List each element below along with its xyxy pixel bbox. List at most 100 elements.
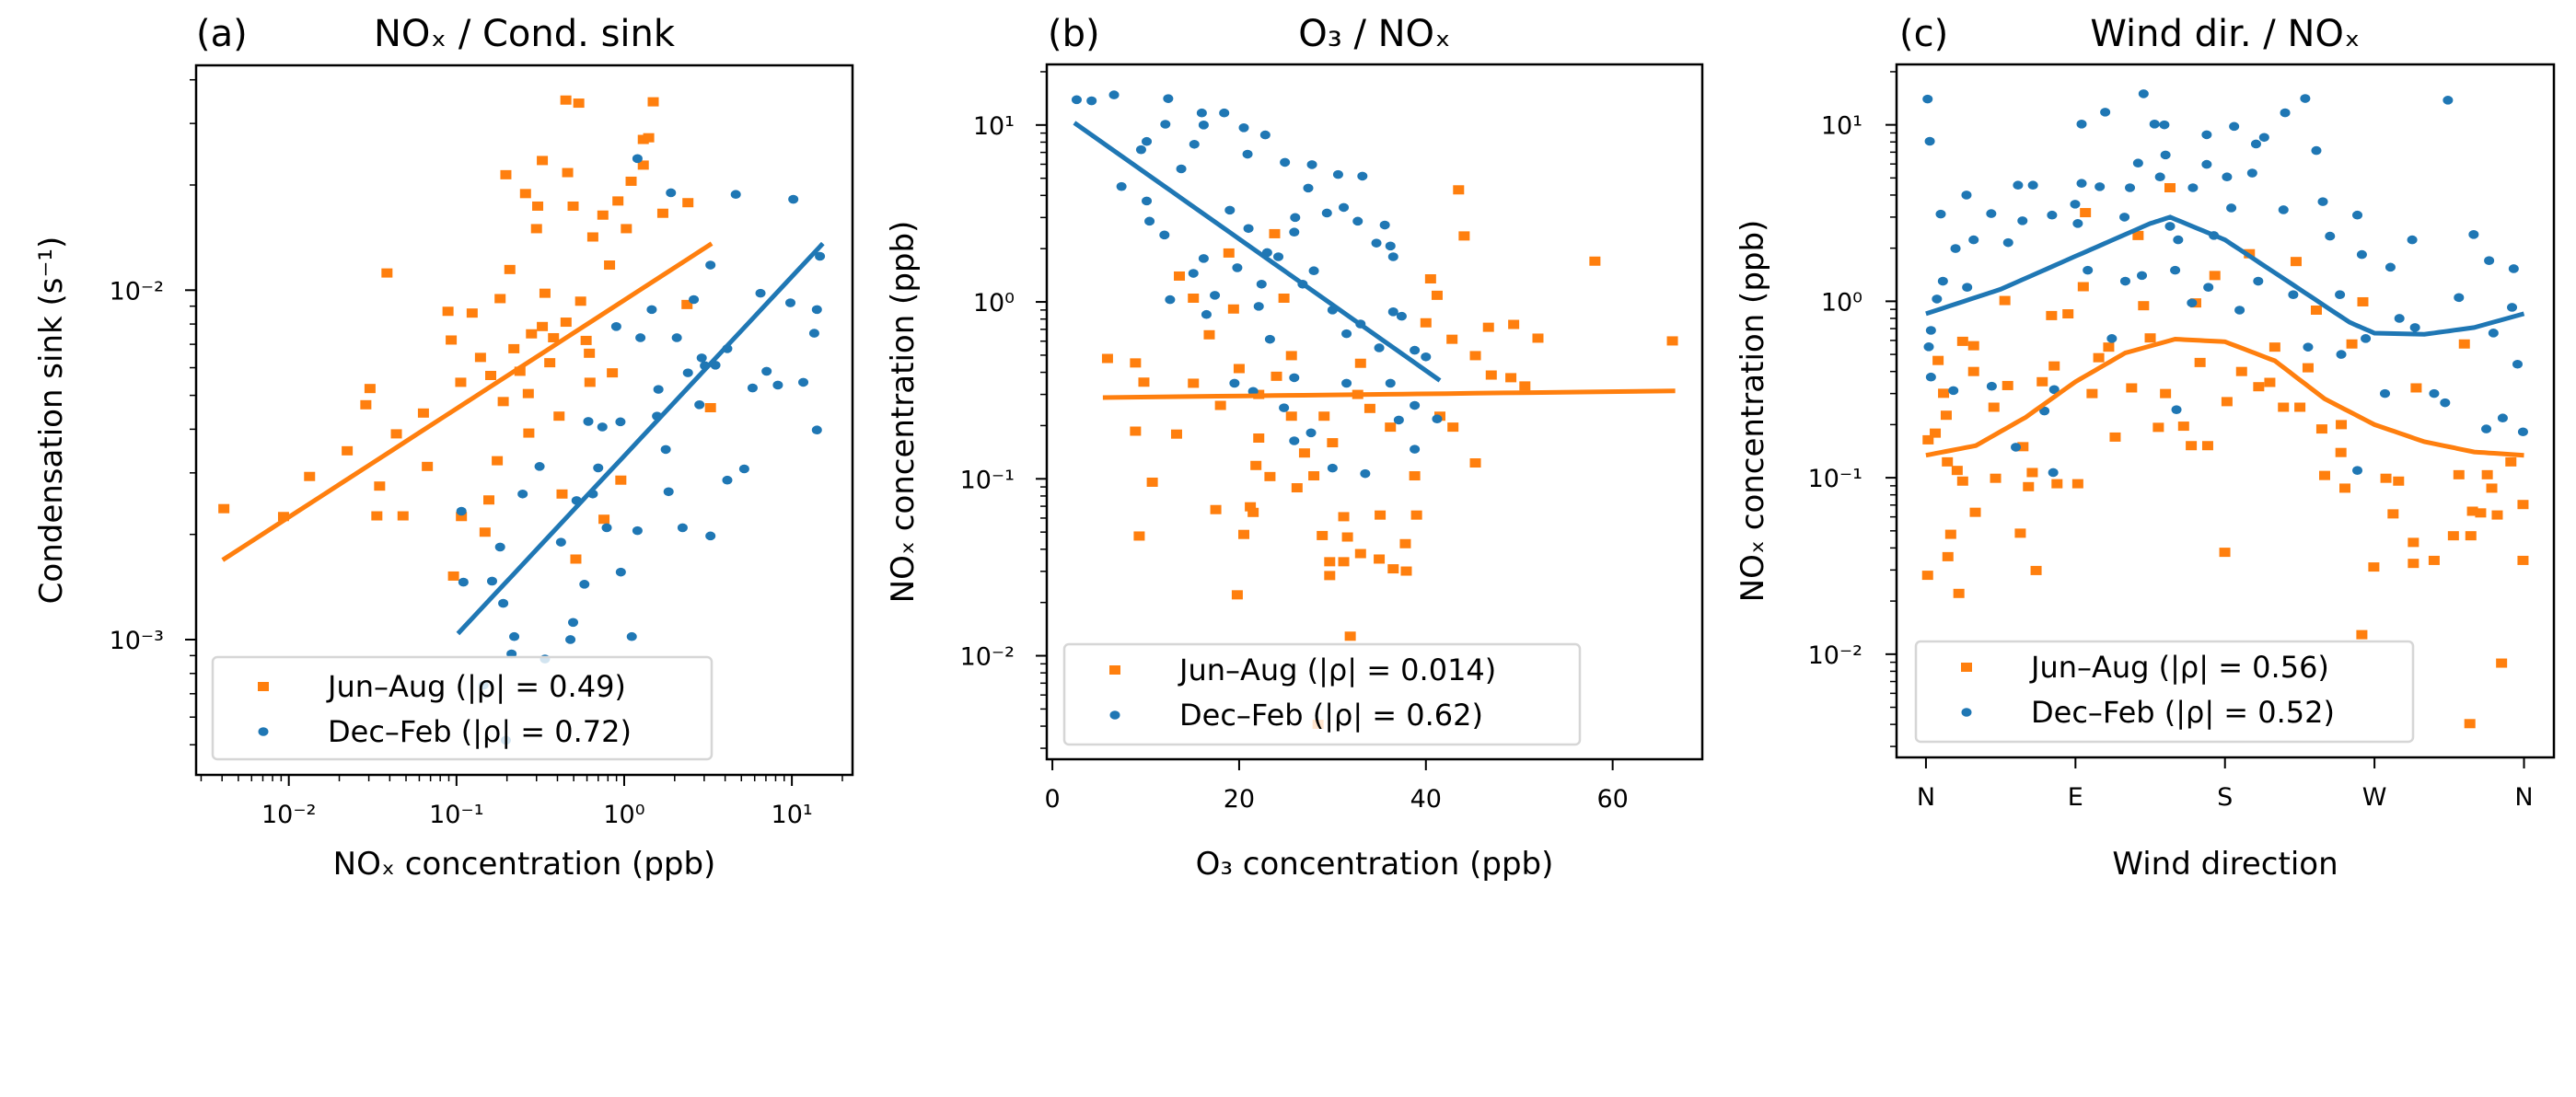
data-point-square [2138,301,2150,311]
data-point-square [2294,402,2306,412]
data-point-circle [1341,378,1352,388]
data-point-square [1409,471,1421,481]
data-point-circle [498,598,509,608]
data-point-circle [1968,235,1979,245]
data-point-circle [2187,183,2199,192]
data-point-circle [747,383,758,393]
data-point-square [277,512,289,522]
data-point-circle [2072,219,2083,228]
data-point-circle [1385,241,1396,251]
data-point-square [2310,305,2322,315]
data-point-circle [635,333,646,342]
data-point-circle [2132,158,2143,168]
data-point-circle [2076,179,2087,189]
data-point-square [360,399,372,410]
data-point-circle [1937,276,1948,286]
data-point-circle [458,577,469,587]
data-point-circle [808,329,819,338]
data-point-square [2368,562,2380,572]
data-point-square [2051,479,2063,489]
data-point-circle [1360,468,1371,479]
data-point-square [483,495,495,505]
data-point-circle [1232,263,1243,272]
data-point-square [1953,588,1965,598]
data-point-circle [583,417,594,426]
plot-area [1071,90,1678,729]
data-point-circle [755,288,766,298]
data-point-square [2278,402,2290,412]
data-point-square [1921,571,1933,581]
data-point-circle [660,445,671,455]
data-point-circle [632,154,643,164]
data-point-square [607,368,619,378]
data-point-square [218,503,230,514]
data-point-square [1969,507,1981,517]
data-point-circle [2047,210,2058,220]
data-point-square [647,97,659,107]
data-point-circle [788,194,799,204]
data-point-square [2219,548,2231,558]
data-point-circle [1259,130,1271,140]
data-point-square [1133,531,1145,541]
data-point-circle [1374,343,1385,352]
data-point-circle [2201,159,2212,169]
data-point-square [1308,471,1320,481]
data-point-square [1317,530,1329,540]
data-point-square [2002,380,2013,390]
legend-marker-square [258,682,269,691]
data-point-circle [2154,172,2165,182]
data-point-circle [1410,445,1421,454]
data-point-circle [2164,222,2176,231]
y-tick-label: 10⁰ [1821,288,1862,317]
data-point-circle [1289,373,1300,383]
data-point-circle [2303,342,2314,352]
data-point-square [1318,411,1330,421]
data-point-square [1446,334,1458,344]
data-point-circle [555,537,566,547]
data-point-square [1253,433,1265,443]
data-point-square [2517,500,2529,510]
data-point-circle [1176,164,1187,174]
data-point-square [586,232,598,242]
data-point-circle [2170,265,2181,275]
data-point-circle [677,523,688,533]
data-point-circle [2429,388,2440,398]
data-point-square [2177,421,2189,432]
data-point-square [417,408,429,418]
data-point-circle [2138,89,2149,98]
data-point-square [597,210,609,220]
x-tick-label: 10⁻² [261,801,316,829]
data-point-square [1354,358,1366,368]
data-point-circle [705,531,716,541]
data-point-square [1233,364,1245,374]
data-point-square [1271,371,1282,381]
data-point-square [580,335,592,345]
data-point-circle [694,400,705,410]
y-axis-label: Condensation sink (s⁻¹) [33,237,70,605]
data-point-circle [1279,403,1290,412]
legend-box [211,655,714,761]
data-point-circle [663,487,674,497]
data-point-circle [1371,238,1382,248]
data-point-square [560,95,572,105]
data-point-circle [815,251,826,261]
data-point-circle [2070,200,2081,209]
data-point-square [1420,318,1432,328]
data-point-square [2126,383,2138,393]
data-point-square [485,370,497,380]
data-point-square [1938,388,1950,398]
legend-entry: Dec–Feb (|ρ| = 0.72) [328,714,632,749]
data-point-circle [509,631,520,641]
data-point-square [2387,509,2399,519]
data-point-circle [1393,415,1404,425]
data-point-circle [1962,283,1973,292]
data-point-circle [1188,269,1199,278]
data-point-circle [1306,160,1317,169]
data-point-square [621,224,632,234]
data-point-square [1940,410,1952,421]
data-point-circle [2173,235,2184,245]
data-point-square [2408,559,2419,569]
data-point-circle [1135,144,1146,155]
data-point-circle [2352,210,2363,220]
data-point-square [1956,336,1968,346]
